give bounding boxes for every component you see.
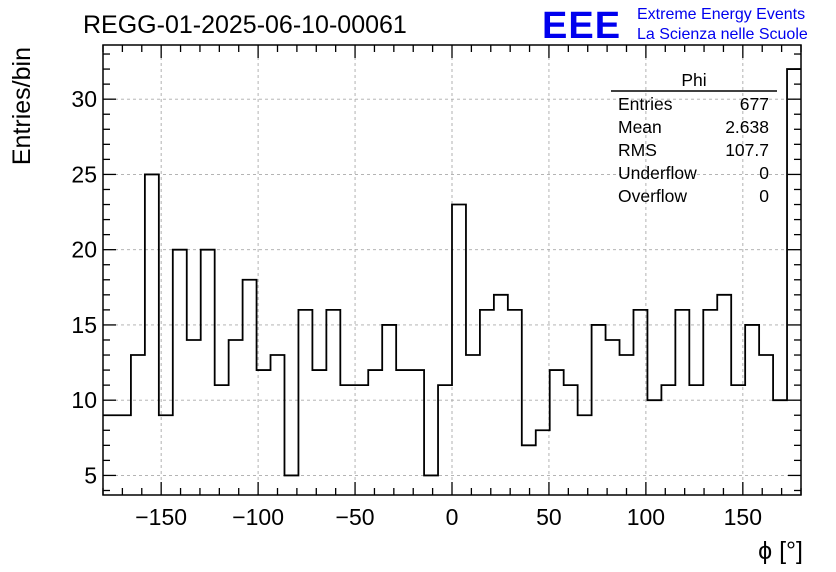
stats-row-label: Mean bbox=[618, 117, 662, 137]
y-tick-label: 20 bbox=[71, 237, 97, 263]
logo-line-1: Extreme Energy Events bbox=[637, 6, 805, 23]
stats-row-value: 107.7 bbox=[725, 140, 769, 160]
plot-frame bbox=[102, 44, 802, 496]
y-tick-label: 10 bbox=[71, 387, 97, 413]
axis-ticks bbox=[102, 45, 802, 495]
x-tick-label: 0 bbox=[446, 504, 459, 530]
stats-row-value: 0 bbox=[759, 163, 769, 183]
x-tick-label: 150 bbox=[724, 504, 762, 530]
y-tick-label: 25 bbox=[71, 161, 97, 187]
stats-rows: Entries 677 Mean 2.638 RMS 107.7 Underflow 0 Ove… bbox=[618, 94, 769, 206]
y-axis-title: Entries/bin bbox=[8, 47, 36, 165]
x-tick-label: −100 bbox=[232, 504, 284, 530]
stats-row-label: Entries bbox=[618, 94, 673, 114]
stats-box: Phi Entries 677 Mean 2.638 RMS 107.7 Underflow… bbox=[611, 70, 777, 206]
x-tick-label: 100 bbox=[627, 504, 665, 530]
logo-line-2: La Scienza nelle Scuole bbox=[637, 26, 808, 43]
x-tick-label: −150 bbox=[135, 504, 187, 530]
y-tick-label: 30 bbox=[71, 86, 97, 112]
stats-row-value: 2.638 bbox=[725, 117, 769, 137]
stats-row-label: Underflow bbox=[618, 163, 697, 183]
stats-row-value: 0 bbox=[759, 186, 769, 206]
logo-mark: EEE bbox=[542, 5, 621, 47]
y-tick-label: 5 bbox=[84, 462, 97, 488]
x-tick-label: 50 bbox=[536, 504, 562, 530]
x-tick-label: −50 bbox=[336, 504, 375, 530]
stats-row-label: Overflow bbox=[618, 186, 687, 206]
stats-box-name: Phi bbox=[681, 70, 706, 90]
y-tick-label: 15 bbox=[71, 312, 97, 338]
tick-labels: −150 −100 −50 0 50 100 150 5 10 15 20 25 30 bbox=[71, 86, 762, 530]
histogram-line bbox=[103, 68, 801, 477]
x-axis-title: ϕ [°] bbox=[758, 537, 803, 565]
chart-title: REGG-01-2025-06-10-00061 bbox=[83, 11, 407, 39]
stats-row-label: RMS bbox=[618, 140, 657, 160]
stats-row-value: 677 bbox=[740, 94, 769, 114]
eee-logo: EEE Extreme Energy Events La Scienza nel… bbox=[542, 5, 808, 47]
